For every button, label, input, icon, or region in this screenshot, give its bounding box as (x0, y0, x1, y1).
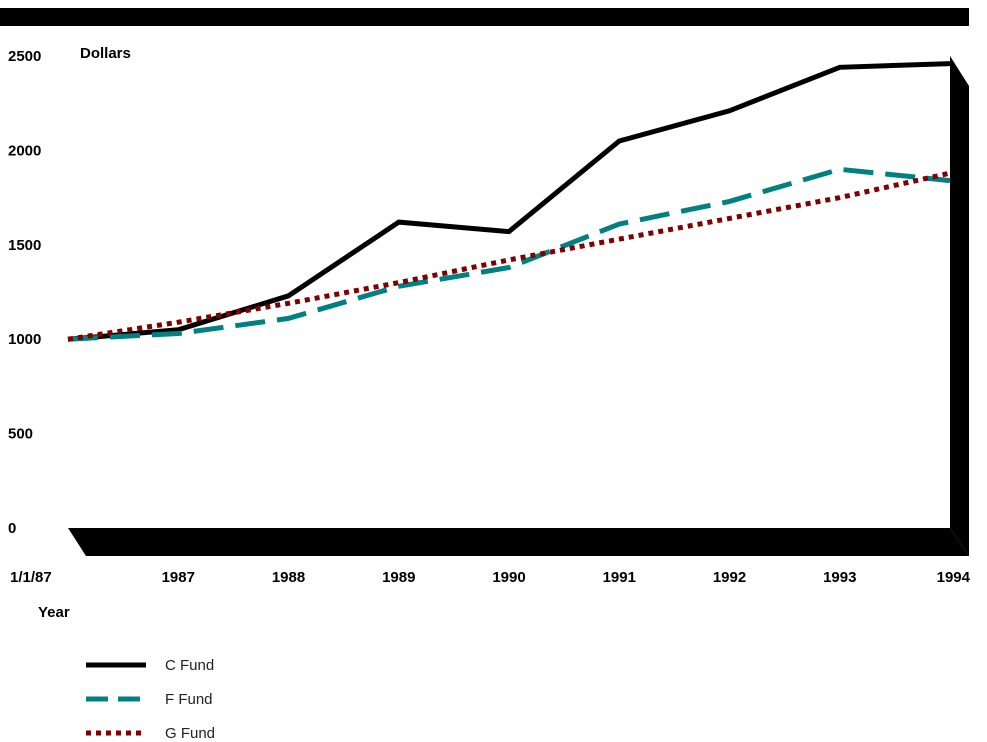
legend-label: G Fund (165, 725, 215, 742)
frame-right-wall (950, 56, 969, 556)
x-tick-label: 1991 (603, 569, 636, 586)
y-tick-label: 2000 (8, 142, 41, 159)
x-tick-label: 1994 (937, 569, 971, 586)
y-axis-label: Dollars (80, 45, 131, 62)
y-tick-label: 1500 (8, 237, 41, 254)
y-tick-label: 2500 (8, 48, 41, 65)
x-tick-label: 1992 (713, 569, 746, 586)
x-tick-label: 1990 (492, 569, 525, 586)
x-tick-label: 1989 (382, 569, 415, 586)
y-axis-ticks: 0 500 1000 1500 2000 2500 (8, 48, 41, 537)
series-line-2 (67, 166, 951, 342)
legend: C Fund F Fund G Fund (86, 657, 215, 742)
y-tick-label: 1000 (8, 331, 41, 348)
series-line-3 (67, 170, 951, 342)
frame-top-bar (0, 8, 969, 26)
series-line-1 (67, 61, 951, 342)
x-tick-label: 1987 (162, 569, 195, 586)
x-tick-label: 1993 (823, 569, 856, 586)
y-tick-label: 0 (8, 520, 16, 537)
x-axis-ticks: 1/1/87 1987 1988 1989 1990 1991 1992 1993 1994 (10, 569, 971, 586)
x-tick-label: 1/1/87 (10, 569, 52, 586)
series-layer (67, 61, 951, 342)
x-axis-label: Year (38, 604, 70, 621)
frame-floor (68, 528, 969, 556)
legend-label: F Fund (165, 691, 213, 708)
legend-label: C Fund (165, 657, 214, 674)
y-tick-label: 500 (8, 426, 33, 443)
chart-frame (0, 8, 969, 556)
x-tick-label: 1988 (272, 569, 305, 586)
